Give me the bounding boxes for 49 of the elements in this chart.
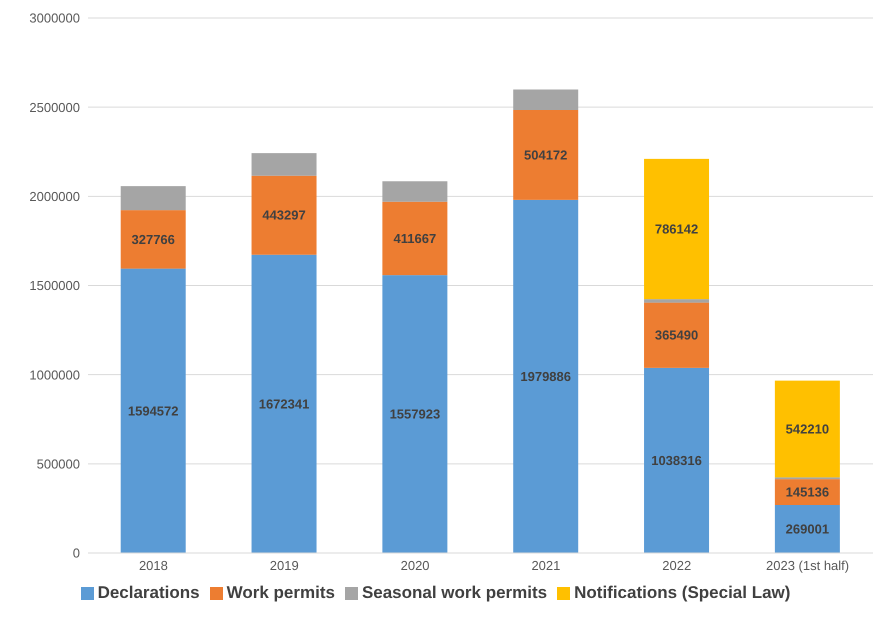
bar — [513, 200, 578, 553]
y-tick-label: 3000000 — [29, 10, 80, 26]
data-label: 1979886 — [520, 368, 572, 384]
legend-label: Seasonal work permits — [362, 583, 548, 602]
data-label: 1557923 — [390, 406, 440, 422]
bar — [513, 90, 578, 110]
bar — [774, 505, 840, 553]
bar — [382, 181, 448, 202]
y-tick-label: 0 — [72, 546, 80, 561]
bar — [382, 202, 448, 276]
x-tick-label: 2022 — [662, 558, 692, 574]
y-tick-label: 2500000 — [29, 100, 80, 115]
data-label: 786142 — [654, 221, 698, 236]
data-label: 1038316 — [651, 452, 702, 468]
data-label: 542210 — [786, 422, 830, 437]
bar — [382, 275, 448, 553]
bar — [774, 380, 840, 478]
x-tick-label: 2020 — [400, 558, 430, 574]
data-label: 1594572 — [128, 403, 179, 418]
data-label: 504172 — [524, 147, 568, 162]
y-tick-label: 1500000 — [29, 278, 80, 294]
x-tick-label: 2021 — [531, 558, 560, 574]
data-label: 327766 — [132, 232, 175, 247]
data-label: 411667 — [394, 230, 436, 246]
bar — [120, 210, 186, 269]
bar — [252, 153, 317, 176]
data-label: 145136 — [786, 484, 830, 500]
bar — [644, 368, 710, 553]
x-tick-label: 2018 — [138, 558, 168, 574]
bar — [120, 268, 186, 553]
data-label: 269001 — [786, 522, 830, 537]
bar — [644, 299, 710, 303]
data-label: 365490 — [654, 328, 698, 343]
x-tick-label: 2019 — [270, 558, 299, 574]
bar — [252, 176, 317, 255]
y-tick-label: 1000000 — [29, 367, 80, 382]
bar — [252, 254, 317, 553]
y-tick-label: 500000 — [36, 456, 80, 472]
bar — [513, 110, 578, 200]
legend-label: Declarations — [98, 583, 200, 602]
data-label: 443297 — [262, 208, 306, 223]
bar — [644, 302, 710, 368]
bar — [644, 158, 710, 300]
bar — [120, 186, 186, 210]
data-label: 1672341 — [258, 396, 310, 412]
legend-label: Work permits — [226, 583, 335, 602]
legend-label: Notifications (Special Law) — [574, 583, 790, 602]
x-tick-label: 2023 (1st half) — [766, 558, 850, 574]
y-tick-label: 2000000 — [29, 188, 80, 204]
